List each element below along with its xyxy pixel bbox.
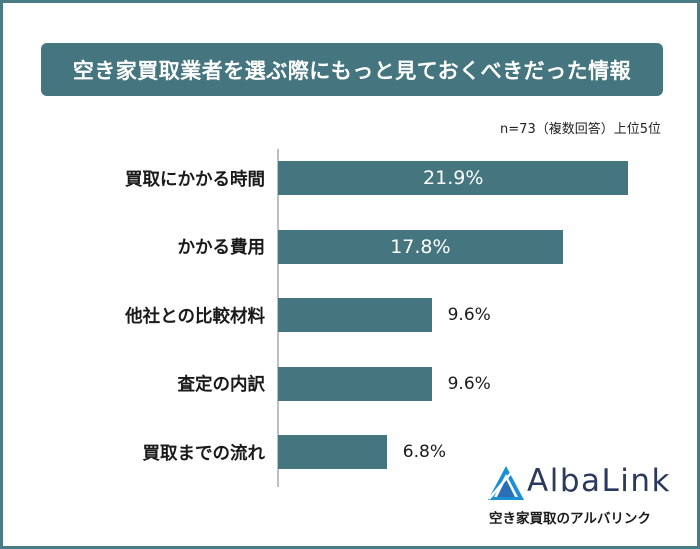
value-label: 17.8% <box>390 235 451 258</box>
sample-note: n=73（複数回答）上位5位 <box>500 122 661 137</box>
value-label: 6.8% <box>402 442 446 462</box>
category-label: 他社との比較材料 <box>125 306 265 327</box>
bar-row: 買取までの流れ 6.8% <box>3 435 700 469</box>
bar <box>278 298 432 332</box>
bar <box>278 435 387 469</box>
logo-wordmark: AlbaLink <box>527 463 671 499</box>
category-label: 買取にかかる時間 <box>125 169 265 190</box>
bar-row: 買取にかかる時間 21.9% <box>3 161 700 195</box>
category-label: 査定の内訳 <box>177 375 266 395</box>
y-axis-line <box>277 149 279 487</box>
category-label: 買取までの流れ <box>142 443 266 464</box>
bar <box>278 229 563 264</box>
category-label: かかる費用 <box>177 238 266 258</box>
bar <box>278 366 432 401</box>
value-label: 9.6% <box>447 305 491 325</box>
value-label: 21.9% <box>423 167 484 189</box>
bar-row: 査定の内訳 9.6% <box>3 366 700 401</box>
bar-row: 他社との比較材料 9.6% <box>3 298 700 332</box>
logo-tagline: 空き家買取のアルバリンク <box>489 511 651 527</box>
bar <box>278 161 629 195</box>
triangle-logo-icon <box>488 466 524 500</box>
albalink-logo: AlbaLink 空き家買取のアルバリンク <box>483 463 683 533</box>
value-label: 9.6% <box>447 373 491 394</box>
chart-title: 空き家買取業者を選ぶ際にもっと見ておくべきだった情報 <box>41 43 663 96</box>
bar-row: かかる費用 17.8% <box>3 229 700 264</box>
